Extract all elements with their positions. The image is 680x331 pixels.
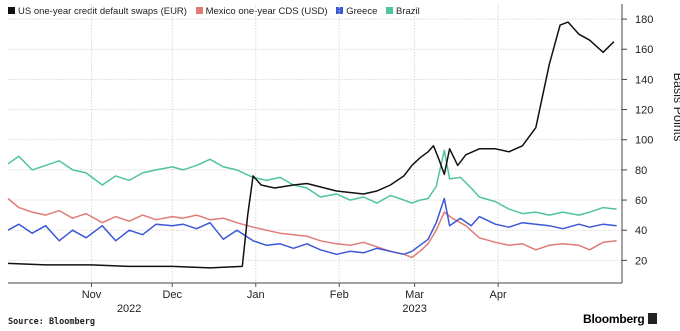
brand-label: Bloomberg xyxy=(583,312,645,326)
legend-item-mexico-cds: Mexico one-year CDS (USD) xyxy=(195,6,328,17)
x-tick-label: Nov xyxy=(82,289,102,301)
x-tick-label: Dec xyxy=(162,289,182,301)
legend-swatch xyxy=(8,7,15,14)
series-line-0 xyxy=(7,197,617,259)
x-tick-label: Feb xyxy=(330,289,349,301)
legend-swatch xyxy=(195,7,203,14)
bloomberg-logo: Bloomberg xyxy=(583,312,657,326)
x-tick-label: Apr xyxy=(490,289,507,301)
legend-label: Greece xyxy=(346,6,378,17)
y-axis-label: Basis Points xyxy=(671,72,680,142)
x-tick-label: Jan xyxy=(247,289,265,301)
y-tick-label: 20 xyxy=(635,255,647,267)
x-year-label: 2023 xyxy=(402,303,426,315)
legend-item-us-cds: US one-year credit default swaps (EUR) xyxy=(8,6,187,17)
legend-item-brazil: Brazil xyxy=(386,6,420,17)
x-tick-label: Mar xyxy=(405,289,424,301)
legend-label: US one-year credit default swaps (EUR) xyxy=(18,6,187,17)
y-tick-label: 140 xyxy=(635,74,653,86)
legend-label: Brazil xyxy=(396,6,420,17)
series-line-1 xyxy=(7,197,617,256)
terminal-badge-icon xyxy=(647,313,657,324)
y-tick-label: 180 xyxy=(635,14,653,26)
y-tick-label: 120 xyxy=(635,105,653,117)
legend-swatch xyxy=(386,7,393,14)
series-line-3 xyxy=(7,21,615,269)
y-tick-label: 40 xyxy=(635,225,647,237)
y-tick-label: 80 xyxy=(635,165,647,177)
source-note: Source: Bloomberg xyxy=(8,317,95,327)
y-tick-label: 160 xyxy=(635,44,653,56)
legend-label: Mexico one-year CDS (USD) xyxy=(205,6,328,17)
series-line-2 xyxy=(7,149,617,216)
y-tick-label: 100 xyxy=(635,135,653,147)
y-tick-label: 60 xyxy=(635,195,647,207)
x-year-label: 2022 xyxy=(117,303,141,315)
